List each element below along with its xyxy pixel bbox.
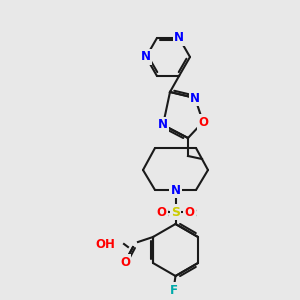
Text: O: O — [120, 256, 130, 268]
Text: OH: OH — [95, 238, 115, 250]
Text: O: O — [157, 206, 166, 218]
Text: F: F — [169, 284, 178, 296]
Text: N: N — [141, 50, 151, 64]
Text: O: O — [184, 206, 194, 218]
Text: S: S — [171, 206, 180, 218]
Text: N: N — [174, 32, 184, 44]
Text: N: N — [190, 92, 200, 104]
Text: O: O — [198, 116, 208, 128]
Text: N: N — [170, 184, 181, 196]
Text: N: N — [158, 118, 168, 131]
